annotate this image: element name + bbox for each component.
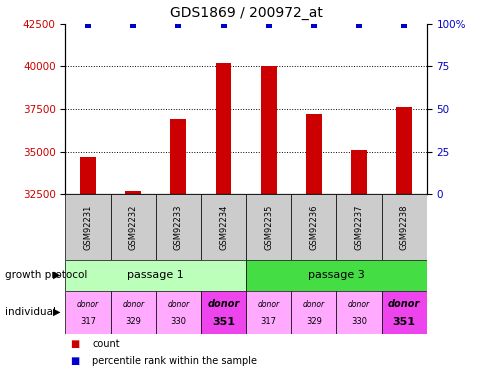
Bar [110,291,155,334]
Text: donor: donor [167,300,189,309]
Text: donor: donor [387,299,420,309]
Text: individual: individual [5,307,56,317]
Text: ■: ■ [70,339,79,349]
Bar [260,66,276,194]
Bar [170,119,186,194]
Text: GSM92237: GSM92237 [354,204,363,250]
Text: passage 1: passage 1 [127,270,184,280]
Bar [155,291,200,334]
Text: ▶: ▶ [53,270,60,280]
Bar [65,291,110,334]
Text: GSM92235: GSM92235 [264,204,272,250]
Bar [245,291,291,334]
Bar [110,194,155,260]
Bar [395,107,411,194]
Text: 330: 330 [350,317,366,326]
Text: GSM92238: GSM92238 [399,204,408,250]
Text: donor: donor [122,300,144,309]
Bar [305,114,321,194]
Text: GSM92231: GSM92231 [83,204,92,250]
Title: GDS1869 / 200972_at: GDS1869 / 200972_at [169,6,322,20]
Bar [336,194,381,260]
Bar [350,150,366,194]
Text: count: count [92,339,120,349]
Bar [291,194,336,260]
Bar [200,291,245,334]
Text: ■: ■ [70,356,79,366]
Text: donor: donor [207,299,239,309]
Text: percentile rank within the sample: percentile rank within the sample [92,356,257,366]
Bar [215,63,231,194]
Text: GSM92234: GSM92234 [219,204,227,250]
Text: 351: 351 [392,316,415,327]
Text: GSM92233: GSM92233 [174,204,182,250]
Text: 351: 351 [212,316,235,327]
Bar [125,191,141,194]
Text: ▶: ▶ [53,307,60,317]
Text: donor: donor [77,300,99,309]
Bar [155,194,200,260]
Bar [381,194,426,260]
Text: donor: donor [302,300,324,309]
Bar [80,157,96,194]
Text: donor: donor [348,300,369,309]
Bar [291,291,336,334]
Text: passage 3: passage 3 [307,270,364,280]
Bar [381,291,426,334]
Text: growth protocol: growth protocol [5,270,87,280]
Bar [245,194,291,260]
Text: 330: 330 [170,317,186,326]
Bar [65,260,245,291]
Text: 329: 329 [125,317,141,326]
Text: donor: donor [257,300,279,309]
Text: GSM92232: GSM92232 [128,204,137,250]
Text: 317: 317 [80,317,96,326]
Text: GSM92236: GSM92236 [309,204,318,250]
Text: 317: 317 [260,317,276,326]
Bar [336,291,381,334]
Bar [200,194,245,260]
Text: 329: 329 [305,317,321,326]
Bar [65,194,110,260]
Bar [245,260,426,291]
